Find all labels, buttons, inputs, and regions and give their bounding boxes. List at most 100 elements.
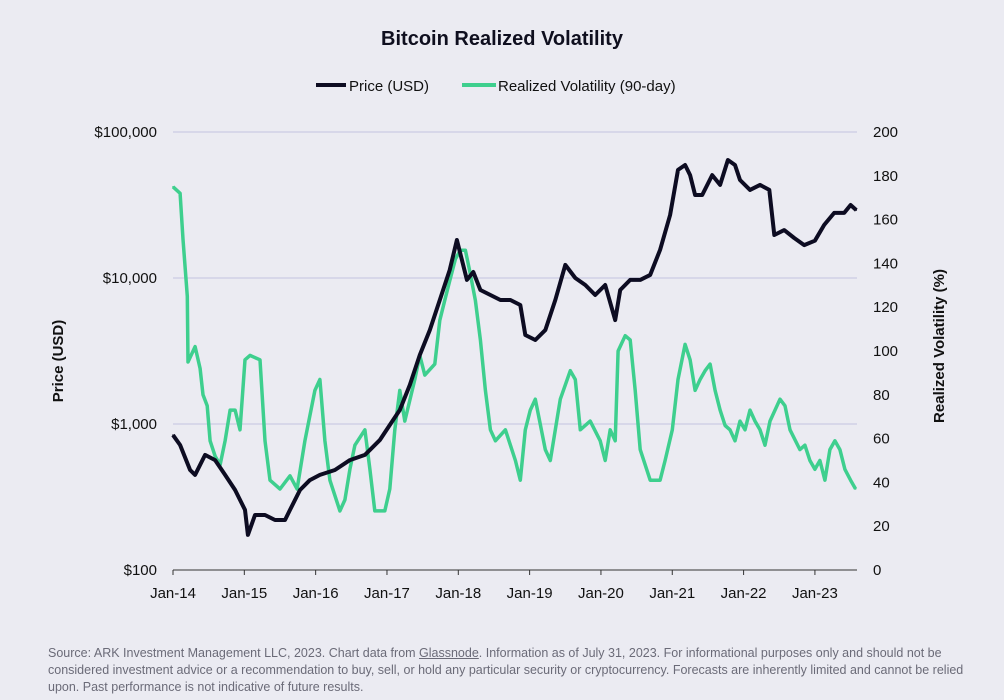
volatility-point <box>394 429 396 431</box>
price-point <box>274 519 276 521</box>
price-point <box>489 294 492 296</box>
volatility-point <box>789 429 791 431</box>
volatility-point <box>699 378 701 381</box>
volatility-point <box>423 374 426 376</box>
price-point <box>574 277 577 279</box>
price-point <box>594 294 597 296</box>
price-point <box>544 329 547 331</box>
volatility-point <box>329 479 331 482</box>
volatility-point <box>569 369 572 372</box>
price-point <box>189 469 191 471</box>
volatility-point <box>599 439 602 442</box>
volatility-point <box>639 448 641 451</box>
volatility-point <box>784 404 786 407</box>
volatility-point <box>504 429 507 431</box>
volatility-point <box>454 258 457 260</box>
volatility-point <box>814 468 816 471</box>
volatility-point <box>709 363 711 365</box>
volatility-point <box>629 339 631 341</box>
price-point <box>284 519 286 521</box>
volatility-point <box>413 378 416 381</box>
volatility-point <box>734 439 736 442</box>
price-point <box>472 271 475 273</box>
volatility-point <box>479 339 482 341</box>
price-point <box>289 509 291 511</box>
price-point <box>254 514 256 516</box>
price-line <box>171 158 858 537</box>
price-point <box>833 212 835 214</box>
y-axis-left-title: Price (USD) <box>50 320 67 403</box>
price-point <box>849 204 852 206</box>
price-point <box>694 194 696 196</box>
glassnode-link[interactable]: Glassnode <box>419 646 479 660</box>
x-tick-label: Jan-14 <box>150 585 196 602</box>
volatility-point <box>754 420 756 422</box>
price-point <box>727 159 729 161</box>
volatility-point <box>659 479 661 482</box>
price-point <box>456 239 458 241</box>
y-right-tick-label: 100 <box>873 343 898 360</box>
price-point <box>701 194 704 196</box>
x-tick-label: Jan-18 <box>435 585 481 602</box>
volatility-point <box>179 192 181 195</box>
volatility-point <box>234 409 236 411</box>
price-point <box>773 234 776 236</box>
volatility-point <box>194 345 196 348</box>
volatility-point <box>209 439 211 442</box>
price-point <box>466 279 468 281</box>
volatility-point <box>339 510 341 512</box>
x-tick-label: Jan-17 <box>364 585 410 602</box>
y-right-tick-label: 60 <box>873 431 890 448</box>
volatility-point <box>634 389 636 392</box>
volatility-point <box>579 429 582 431</box>
price-point <box>349 459 351 461</box>
volatility-point <box>202 394 204 396</box>
volatility-point <box>819 459 821 462</box>
volatility-point <box>574 378 577 381</box>
volatility-point <box>729 429 731 431</box>
price-point <box>649 274 651 276</box>
volatility-point <box>324 439 326 442</box>
price-point <box>499 299 502 301</box>
price-point <box>783 229 786 231</box>
tick-labels: $100 $1,000 $10,000 $100,000 0 20 40 60 80 100 120… <box>94 124 898 602</box>
volatility-point <box>834 439 836 442</box>
price-point <box>524 334 527 336</box>
volatility-point <box>839 448 841 451</box>
volatility-point <box>509 444 512 446</box>
volatility-point <box>524 429 527 431</box>
volatility-point <box>604 459 607 462</box>
volatility-point <box>214 455 216 457</box>
price-point <box>479 289 482 291</box>
price-point <box>677 169 679 171</box>
volatility-point <box>443 299 446 302</box>
volatility-point <box>589 420 592 422</box>
price-point <box>614 319 617 321</box>
volatility-point <box>199 367 201 370</box>
price-point <box>319 474 321 476</box>
volatility-point <box>624 334 626 337</box>
volatility-point <box>344 499 346 501</box>
price-point <box>534 339 537 341</box>
y-left-tick-label: $100 <box>124 562 157 579</box>
source-footnote: Source: ARK Investment Management LLC, 2… <box>48 645 968 696</box>
price-point <box>399 409 401 411</box>
legend: Price (USD) Realized Volatility (90-day) <box>316 78 676 95</box>
volatility-point <box>249 354 251 357</box>
price-point <box>299 489 301 491</box>
volatility-point <box>474 299 477 302</box>
volatility-point <box>514 459 517 462</box>
y-right-tick-label: 80 <box>873 387 890 404</box>
volatility-point <box>369 468 371 471</box>
chart-title: Bitcoin Realized Volatility <box>381 28 624 50</box>
y-right-tick-label: 40 <box>873 474 890 491</box>
volatility-point <box>714 389 716 392</box>
price-point <box>204 454 206 456</box>
price-point <box>519 304 522 306</box>
footnote-prefix: Source: ARK Investment Management LLC, 2… <box>48 646 420 660</box>
y-right-tick-label: 120 <box>873 299 898 316</box>
price-point <box>584 284 587 286</box>
price-point <box>224 474 226 476</box>
volatility-point <box>519 479 522 482</box>
price-point <box>734 164 736 166</box>
